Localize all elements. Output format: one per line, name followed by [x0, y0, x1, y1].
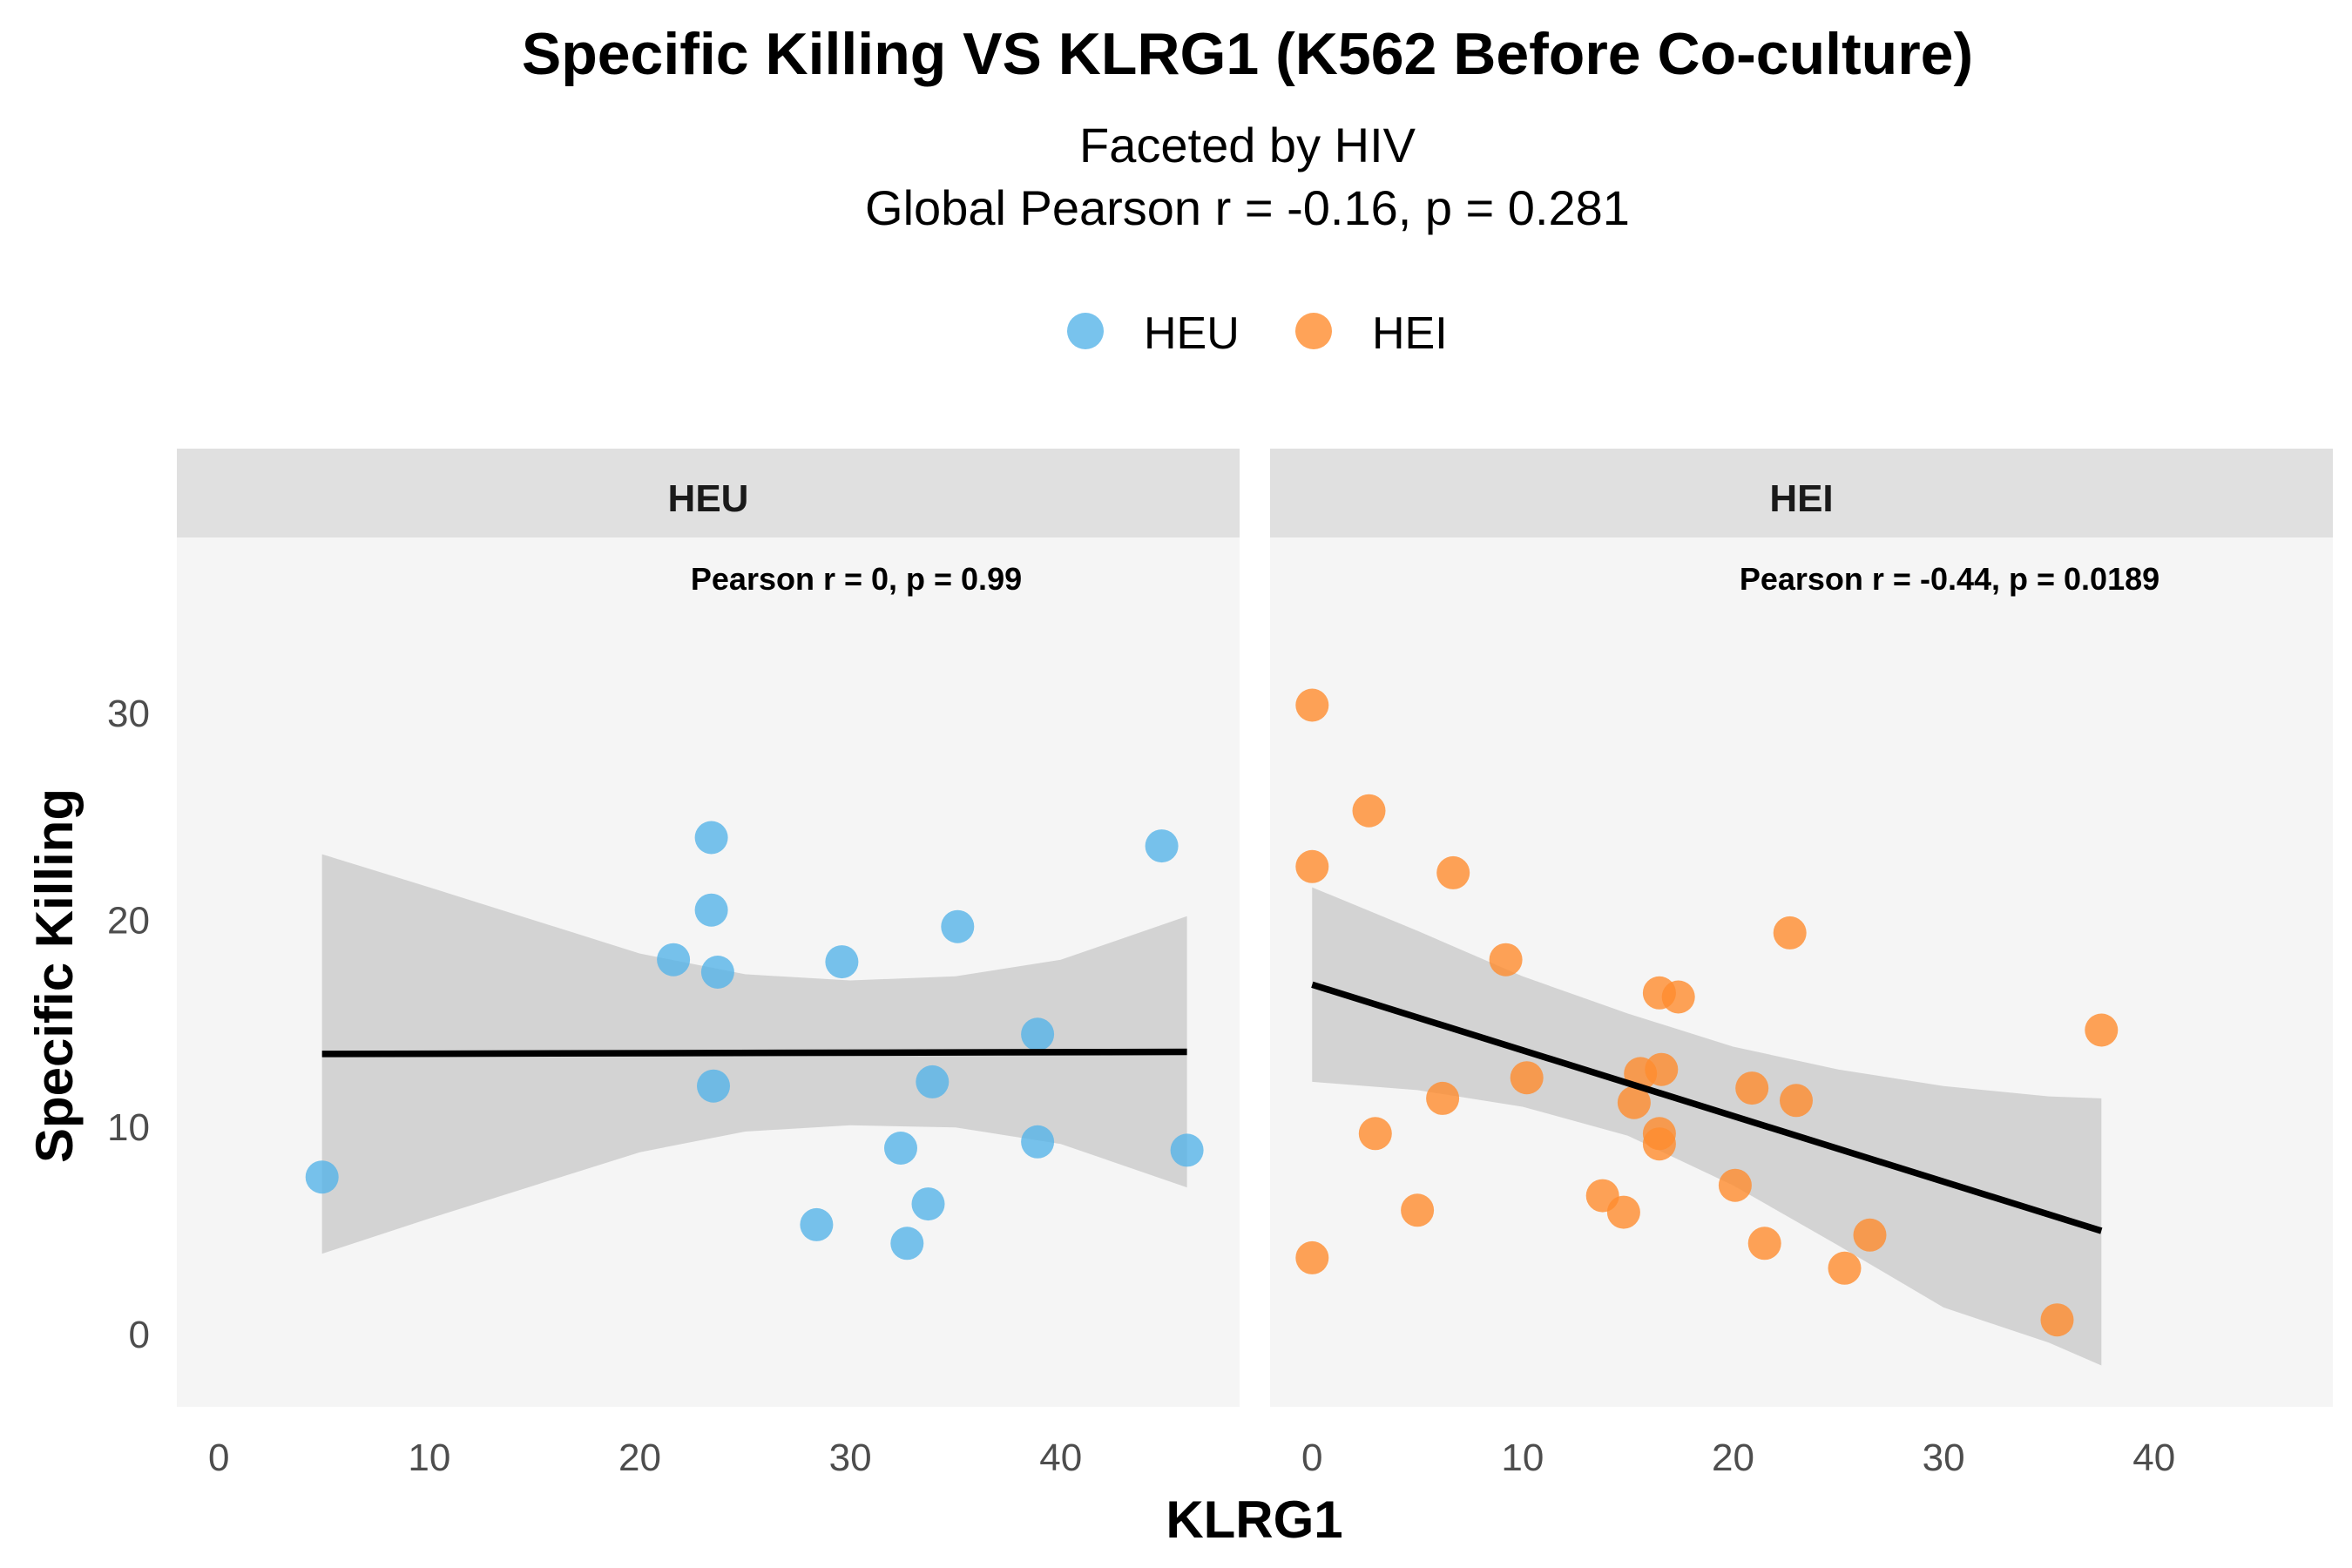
data-point-hei: [1735, 1071, 1769, 1105]
data-point-hei: [1718, 1168, 1752, 1202]
data-point-hei: [1853, 1218, 1887, 1252]
x-tick-label-heu: 40: [1039, 1436, 1082, 1479]
data-point-hei: [1358, 1117, 1392, 1151]
y-tick-label: 10: [107, 1106, 150, 1149]
data-point-hei: [1401, 1193, 1435, 1227]
facet-strip-label-heu: HEU: [668, 477, 749, 520]
data-point-hei: [2085, 1013, 2119, 1047]
y-tick-label: 0: [129, 1314, 150, 1356]
data-point-heu: [1170, 1133, 1204, 1167]
facet-strip-heu: [177, 449, 1240, 537]
pearson-annotation-heu: Pearson r = 0, p = 0.99: [691, 561, 1022, 597]
data-point-hei: [1295, 688, 1329, 722]
data-point-heu: [305, 1160, 339, 1194]
x-tick-label-heu: 10: [408, 1436, 450, 1479]
data-point-hei: [1661, 980, 1695, 1014]
x-tick-label-heu: 20: [618, 1436, 661, 1479]
pearson-annotation-hei: Pearson r = -0.44, p = 0.0189: [1740, 561, 2159, 597]
legend-label-heu: HEU: [1144, 308, 1240, 359]
data-point-hei: [1426, 1081, 1460, 1115]
chart-subtitle-facet: Faceted by HIV: [1079, 118, 1416, 172]
data-point-hei: [1645, 1052, 1679, 1086]
data-point-heu: [941, 909, 975, 943]
y-axis-title: Specific Killing: [25, 788, 84, 1163]
x-tick-label-hei: 30: [1923, 1436, 1965, 1479]
data-point-heu: [1021, 1125, 1055, 1159]
facet-panels: HEU Pearson r = 0, p = 0.99 0 10 20 30 40 0 10 20…: [107, 449, 2333, 1479]
facet-strip-hei: [1270, 449, 2333, 537]
legend: HEU HEI: [1067, 308, 1448, 359]
data-point-heu: [694, 893, 728, 927]
y-tick-label: 30: [107, 693, 150, 735]
x-tick-label-hei: 20: [1712, 1436, 1754, 1479]
x-tick-label-hei: 0: [1301, 1436, 1322, 1479]
legend-key-heu: [1067, 313, 1104, 349]
data-point-hei: [1606, 1195, 1640, 1229]
x-axis-title: KLRG1: [1166, 1490, 1342, 1549]
legend-key-hei: [1295, 313, 1332, 349]
facet-strip-label-hei: HEI: [1769, 477, 1833, 520]
data-point-heu: [657, 943, 691, 977]
facet-panel-hei: HEI Pearson r = -0.44, p = 0.0189 0 10 20 30 4…: [1270, 449, 2333, 1479]
data-point-hei: [1295, 849, 1329, 883]
confidence-band-hei: [1312, 887, 2102, 1366]
data-point-heu: [884, 1132, 917, 1165]
regression-line-hei: [1311, 981, 2103, 1234]
data-point-hei: [1436, 855, 1470, 889]
chart-subtitle-global-pearson: Global Pearson r = -0.16, p = 0.281: [865, 180, 1630, 235]
data-point-heu: [911, 1187, 945, 1221]
data-point-heu: [825, 945, 859, 979]
data-point-hei: [1773, 916, 1807, 950]
data-point-hei: [1295, 1240, 1329, 1274]
data-point-hei: [1617, 1085, 1651, 1119]
data-point-heu: [700, 956, 734, 989]
data-point-heu: [890, 1227, 924, 1260]
data-point-hei: [1510, 1061, 1544, 1095]
data-point-hei: [1828, 1251, 1862, 1285]
x-tick-label-heu: 30: [829, 1436, 872, 1479]
data-point-heu: [800, 1207, 834, 1241]
data-point-hei: [1747, 1227, 1781, 1260]
x-tick-label-heu: 0: [208, 1436, 229, 1479]
regression-line-heu: [321, 1048, 1187, 1058]
data-point-hei: [1489, 943, 1523, 977]
data-point-hei: [1780, 1084, 1813, 1118]
data-point-heu: [1021, 1017, 1055, 1051]
chart-title: Specific Killing VS KLRG1 (K562 Before C…: [522, 21, 1973, 87]
data-point-heu: [916, 1064, 950, 1098]
data-point-hei: [1352, 794, 1386, 828]
x-tick-label-hei: 40: [2132, 1436, 2175, 1479]
facet-panel-heu: HEU Pearson r = 0, p = 0.99 0 10 20 30 40 0 10 20…: [107, 449, 1240, 1479]
data-point-hei: [1642, 1127, 1676, 1161]
y-tick-label: 20: [107, 900, 150, 943]
data-point-heu: [694, 821, 728, 855]
x-tick-label-hei: 10: [1501, 1436, 1544, 1479]
data-point-hei: [2040, 1303, 2074, 1337]
data-point-heu: [1145, 829, 1179, 863]
legend-label-hei: HEI: [1372, 308, 1448, 359]
data-point-heu: [697, 1069, 730, 1103]
